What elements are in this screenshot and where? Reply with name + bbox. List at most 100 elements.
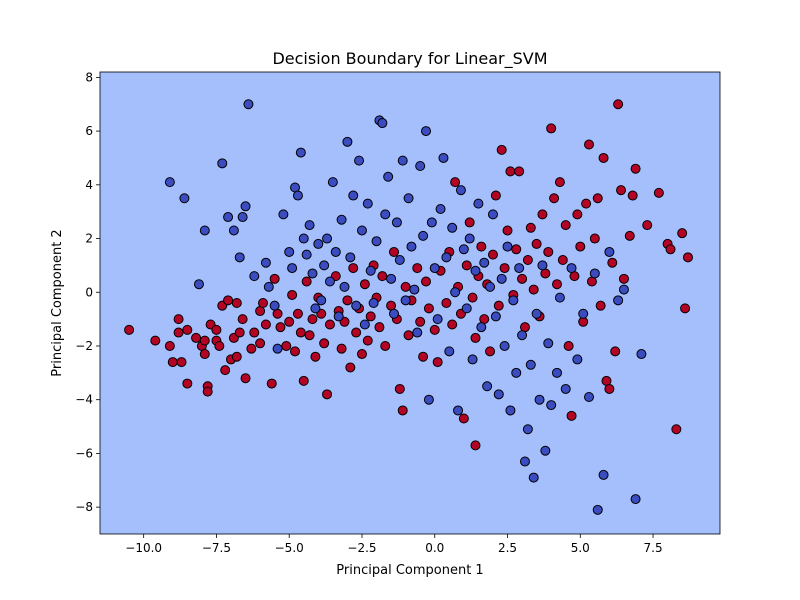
- y-tick-label: 8: [85, 70, 93, 84]
- scatter-point: [287, 289, 298, 300]
- scatter-point: [557, 255, 568, 266]
- scatter-point: [589, 268, 600, 279]
- scatter-point: [234, 252, 245, 263]
- scatter-point: [290, 346, 301, 357]
- scatter-point: [231, 298, 242, 308]
- scatter-point: [476, 241, 487, 252]
- scatter-point: [415, 161, 426, 172]
- scatter-point: [499, 340, 510, 351]
- scatter-point: [237, 314, 248, 325]
- scatter-point: [345, 252, 356, 263]
- scatter-point: [287, 263, 298, 274]
- scatter-point: [356, 225, 367, 236]
- scatter-point: [322, 389, 333, 400]
- scatter-point: [537, 260, 548, 271]
- scatter-point: [578, 308, 589, 319]
- scatter-point: [470, 332, 481, 343]
- scatter-point: [403, 330, 414, 341]
- scatter-point: [400, 281, 411, 292]
- scatter-point: [292, 308, 303, 319]
- scatter-point: [677, 228, 688, 239]
- scatter-point: [455, 185, 466, 196]
- scatter-point: [534, 394, 545, 405]
- scatter-point: [310, 303, 321, 314]
- scatter-point: [313, 238, 324, 249]
- scatter-point: [336, 343, 347, 354]
- scatter-point: [528, 284, 539, 295]
- scatter-point: [432, 357, 443, 368]
- scatter-point: [630, 163, 641, 174]
- scatter-point: [618, 284, 629, 295]
- scatter-point: [418, 230, 429, 241]
- scatter-point: [266, 378, 277, 389]
- scatter-point: [164, 340, 175, 351]
- scatter-point: [540, 445, 551, 456]
- scatter-point: [278, 209, 289, 220]
- scatter-point: [575, 241, 586, 252]
- scatter-point: [560, 383, 571, 394]
- scatter-point: [304, 330, 315, 341]
- scatter-point: [592, 504, 603, 515]
- scatter-point: [333, 311, 344, 322]
- scatter-point: [528, 472, 539, 483]
- scatter-point: [234, 327, 245, 338]
- scatter-point: [525, 222, 536, 233]
- scatter-point: [351, 327, 362, 338]
- x-tick-label: 5.0: [571, 541, 590, 555]
- scatter-point: [432, 314, 443, 325]
- scatter-point: [263, 281, 274, 292]
- scatter-point: [176, 357, 187, 368]
- scatter-point: [671, 424, 682, 435]
- scatter-point: [298, 375, 309, 386]
- scatter-point: [371, 236, 382, 247]
- scatter-point: [374, 322, 385, 333]
- scatter-point: [301, 249, 312, 260]
- scatter-point: [467, 354, 478, 365]
- x-axis-label: Principal Component 1: [336, 563, 483, 578]
- scatter-point: [359, 319, 370, 330]
- scatter-point: [307, 314, 318, 325]
- scatter-point: [258, 298, 269, 308]
- scatter-point: [653, 187, 664, 198]
- scatter-point: [339, 281, 350, 292]
- scatter-point: [310, 351, 321, 362]
- scatter-point: [543, 246, 554, 257]
- scatter-point: [464, 217, 475, 228]
- scatter-point: [522, 424, 533, 435]
- scatter-point: [246, 343, 257, 354]
- scatter-point: [453, 405, 464, 416]
- scatter-point: [173, 314, 184, 325]
- y-axis-label: Principal Component 2: [50, 229, 65, 376]
- scatter-point: [342, 136, 353, 147]
- scatter-point: [199, 349, 210, 360]
- y-tick-label: 2: [85, 232, 93, 246]
- scatter-point: [295, 147, 306, 158]
- scatter-point: [461, 260, 472, 271]
- scatter-point: [327, 177, 338, 188]
- scatter-point: [584, 139, 595, 150]
- scatter-point: [249, 271, 260, 282]
- scatter-point: [551, 279, 562, 290]
- scatter-point: [450, 177, 461, 188]
- scatter-point: [249, 327, 260, 338]
- scatter-point: [179, 193, 190, 204]
- scatter-point: [589, 233, 600, 244]
- scatter-point: [546, 123, 557, 134]
- scatter-point: [572, 354, 583, 365]
- scatter-point: [517, 330, 528, 341]
- scatter-point: [383, 171, 394, 182]
- scatter-point: [598, 152, 609, 163]
- scatter-point: [269, 300, 280, 311]
- scatter-point: [642, 220, 653, 231]
- scatter-point: [418, 351, 429, 362]
- scatter-point: [490, 190, 501, 201]
- scatter-point: [487, 209, 498, 220]
- scatter-point: [330, 246, 341, 257]
- scatter-point: [554, 177, 565, 188]
- scatter-point: [423, 394, 434, 405]
- scatter-point: [502, 241, 513, 252]
- scatter-point: [223, 295, 234, 306]
- scatter-point: [228, 225, 239, 236]
- scatter-point: [624, 230, 635, 241]
